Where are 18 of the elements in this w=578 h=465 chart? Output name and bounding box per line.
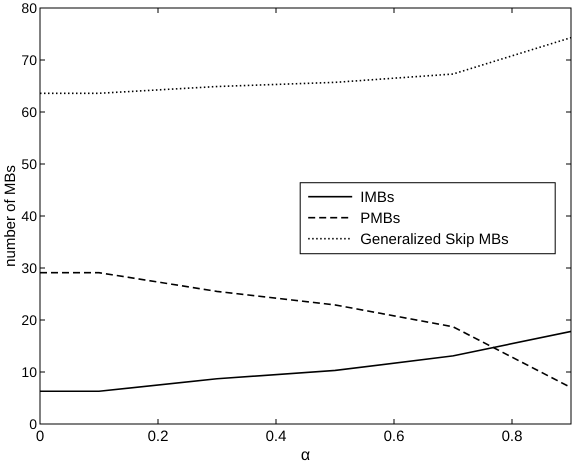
- legend-label: PMBs: [360, 210, 400, 227]
- x-tick-label: 0.4: [266, 428, 286, 445]
- legend-label: IMBs: [360, 188, 394, 206]
- y-tick-label: 0: [29, 416, 38, 432]
- y-tick-label: 20: [21, 312, 38, 328]
- y-tick-label: 70: [21, 52, 38, 68]
- y-tick-label: 50: [21, 156, 38, 172]
- y-axis-title: number of MBs: [2, 165, 19, 267]
- y-tick-label: 40: [21, 208, 38, 224]
- x-tick-label: 0.8: [502, 428, 522, 445]
- legend-label: Generalized Skip MBs: [360, 230, 509, 248]
- y-tick-label: 30: [21, 260, 38, 276]
- y-tick-label: 10: [21, 364, 38, 380]
- x-tick-label: 0.2: [148, 428, 168, 445]
- y-tick-label: 60: [21, 104, 38, 120]
- y-tick-label: 80: [21, 0, 38, 16]
- x-tick-label: 0.6: [384, 428, 404, 445]
- x-axis-title: α: [300, 447, 310, 464]
